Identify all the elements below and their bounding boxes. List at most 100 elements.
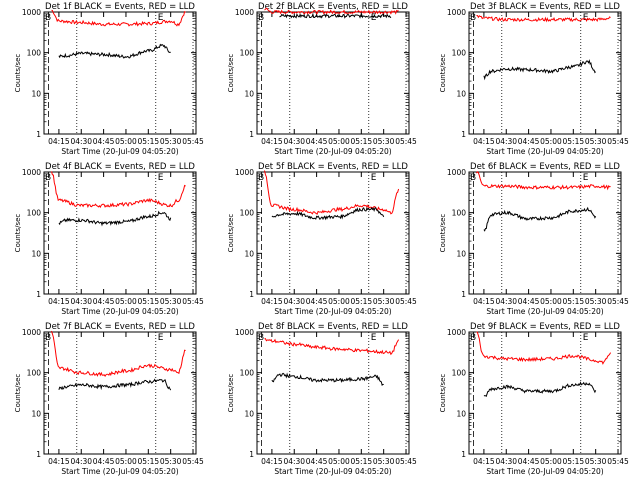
- chart-title: Det 8f BLACK = Events, RED = LLD: [258, 322, 408, 332]
- x-tick-label: 05:15: [351, 297, 373, 306]
- e-marker: E: [583, 13, 589, 23]
- y-tick-label: 1: [461, 290, 466, 299]
- plot-frame: [256, 331, 410, 455]
- y-tick-label: 1000: [447, 168, 466, 177]
- x-tick-label: 05:45: [395, 457, 417, 466]
- plot-frame: [256, 11, 410, 135]
- series-lld-line: [264, 7, 399, 15]
- series-events-line: [58, 210, 172, 227]
- x-axis-label: Start Time (20-Jul-09 04:05:20): [274, 147, 391, 156]
- y-axis-label: Counts/sec: [439, 54, 447, 93]
- y-tick-label: 10: [244, 249, 254, 258]
- chart-title: Det 1f BLACK = Events, RED = LLD: [45, 2, 195, 12]
- plot-frame: [468, 171, 622, 295]
- e-marker: E: [583, 173, 589, 183]
- x-tick-label: 05:15: [351, 137, 373, 146]
- y-tick-label: 1: [249, 290, 254, 299]
- x-tick-label: 04:15: [473, 137, 495, 146]
- x-tick-label: 04:45: [93, 137, 115, 146]
- x-tick-label: 04:45: [93, 457, 115, 466]
- y-tick-label: 10: [31, 89, 41, 98]
- series-lld-line: [51, 330, 186, 377]
- chart-panel-1: Det 1f BLACK = Events, RED = LLD 1 10 100 10…: [14, 2, 204, 156]
- y-axis-label: Counts/sec: [227, 214, 235, 253]
- plot-frame: [468, 11, 622, 135]
- series-lld-line: [476, 331, 612, 365]
- x-axis-label: Start Time (20-Jul-09 04:05:20): [486, 307, 603, 316]
- x-tick-label: 04:45: [518, 137, 540, 146]
- chart-panel-5: Det 5f BLACK = Events, RED = LLD 1 10 100 10…: [227, 162, 417, 316]
- y-tick-label: 10: [456, 89, 466, 98]
- x-tick-label: 04:15: [473, 297, 495, 306]
- x-axis-label: Start Time (20-Jul-09 04:05:20): [61, 147, 178, 156]
- x-tick-label: 05:00: [540, 457, 562, 466]
- x-tick-label: 04:30: [495, 297, 517, 306]
- y-tick-label: 10: [31, 409, 41, 418]
- x-tick-label: 05:30: [160, 137, 182, 146]
- x-tick-label: 04:45: [306, 297, 328, 306]
- y-tick-label: 100: [27, 369, 42, 378]
- x-tick-label: 04:15: [48, 137, 70, 146]
- y-tick-label: 10: [31, 249, 41, 258]
- x-tick-label: 05:45: [182, 457, 204, 466]
- y-tick-label: 1000: [447, 8, 466, 17]
- y-tick-label: 1: [249, 450, 254, 459]
- x-axis-label: Start Time (20-Jul-09 04:05:20): [274, 467, 391, 476]
- y-tick-label: 1000: [235, 8, 254, 17]
- x-tick-label: 05:30: [373, 137, 395, 146]
- e-marker: E: [158, 13, 164, 23]
- x-tick-label: 05:30: [585, 457, 607, 466]
- x-axis-label: Start Time (20-Jul-09 04:05:20): [486, 147, 603, 156]
- x-tick-label: 04:15: [48, 297, 70, 306]
- x-tick-label: 04:30: [283, 457, 305, 466]
- y-tick-label: 10: [244, 89, 254, 98]
- y-axis-label: Counts/sec: [14, 374, 22, 413]
- chart-panel-3: Det 3f BLACK = Events, RED = LLD 1 10 100 10…: [439, 2, 629, 156]
- series-lld-line: [51, 9, 186, 27]
- series-events-line: [58, 43, 171, 59]
- y-tick-label: 1000: [447, 328, 466, 337]
- b-marker: B: [470, 333, 476, 343]
- x-tick-label: 04:30: [283, 137, 305, 146]
- x-tick-label: 04:15: [48, 457, 70, 466]
- x-tick-label: 05:45: [395, 137, 417, 146]
- y-tick-label: 1000: [22, 8, 41, 17]
- y-tick-label: 100: [240, 49, 255, 58]
- x-tick-label: 04:45: [306, 457, 328, 466]
- x-tick-label: 05:00: [115, 137, 137, 146]
- x-tick-label: 04:15: [261, 457, 283, 466]
- e-marker: E: [371, 173, 377, 183]
- series-lld-line: [264, 337, 400, 356]
- y-tick-label: 100: [240, 369, 255, 378]
- b-marker: B: [45, 333, 51, 343]
- x-tick-label: 04:15: [473, 457, 495, 466]
- x-tick-label: 05:45: [182, 297, 204, 306]
- e-marker: E: [158, 333, 164, 343]
- e-marker: E: [158, 173, 164, 183]
- chart-panel-2: Det 2f BLACK = Events, RED = LLD 1 10 100 10…: [227, 2, 417, 156]
- x-tick-label: 05:00: [540, 137, 562, 146]
- series-lld-line: [51, 171, 186, 209]
- x-tick-label: 05:00: [328, 457, 350, 466]
- plot-frame: [43, 331, 197, 455]
- y-tick-label: 1: [36, 290, 41, 299]
- b-marker: B: [45, 173, 51, 183]
- x-tick-label: 05:30: [585, 297, 607, 306]
- y-tick-label: 100: [452, 209, 467, 218]
- x-tick-label: 05:15: [138, 137, 160, 146]
- x-tick-label: 04:15: [261, 137, 283, 146]
- x-tick-label: 05:15: [563, 457, 585, 466]
- x-tick-label: 04:45: [306, 137, 328, 146]
- y-tick-label: 1: [36, 130, 41, 139]
- series-events-line: [483, 381, 597, 397]
- plot-frame: [43, 171, 197, 295]
- x-tick-label: 04:45: [518, 297, 540, 306]
- x-tick-label: 05:30: [585, 137, 607, 146]
- series-lld-line: [476, 171, 611, 191]
- x-tick-label: 04:30: [283, 297, 305, 306]
- x-tick-label: 05:30: [160, 297, 182, 306]
- series-events-line: [58, 378, 172, 391]
- x-tick-label: 05:00: [328, 137, 350, 146]
- b-marker: B: [470, 13, 476, 23]
